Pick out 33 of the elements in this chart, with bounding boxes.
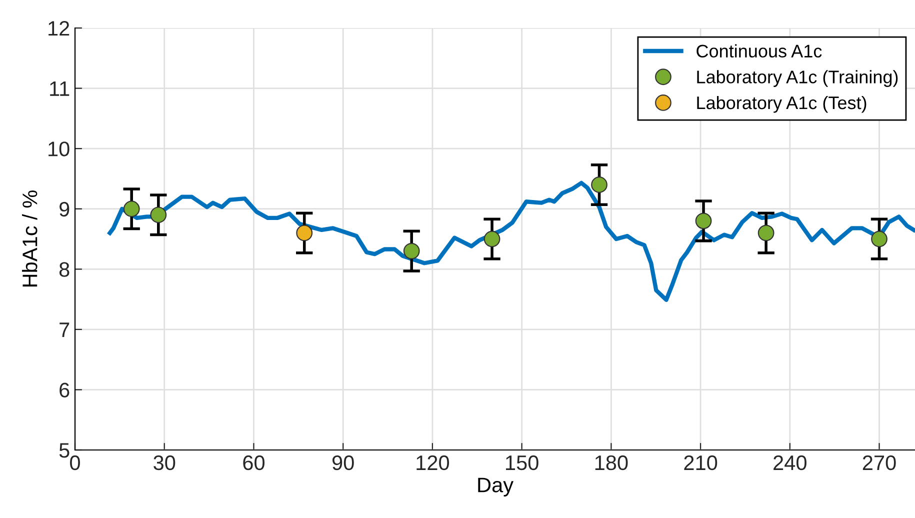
x-tick-label: 30 [154,455,176,470]
point [296,224,313,242]
point [758,224,774,242]
x-tick-label: 150 [506,455,538,470]
y-tick-label: 6 [60,382,70,398]
line-series [108,180,915,302]
y-tick-label: 11 [50,82,70,96]
x-tick-label: 90 [332,455,354,470]
x-tick-label: 60 [243,455,264,470]
legend-label: Continuous A1c [696,44,822,58]
y-tick-label: 7 [60,322,70,337]
point [695,212,712,230]
x-tick-label: 270 [862,455,896,470]
y-tick-label: 8 [59,262,70,277]
y-axis-title: HbA1c / % [22,190,38,286]
x-tick-label: 0 [70,455,80,470]
point [403,242,420,260]
legend-label: Laboratory A1c (Test) [697,96,866,113]
point [123,200,140,218]
x-tick-label: 210 [684,455,718,470]
point [150,206,167,224]
x-tick-label: 120 [416,455,450,470]
point [484,230,500,248]
y-tick-label: 12 [48,21,70,36]
y-tick-label: 5 [59,443,70,458]
point [591,176,608,193]
x-tick-label: 180 [595,455,628,470]
y-tick-label: 10 [48,142,70,156]
point [871,230,888,248]
y-tick-label: 9 [60,202,70,217]
legend-label: Laboratory A1c (Training) [697,70,898,87]
x-axis-title: Day [478,478,514,496]
x-tick-label: 240 [774,455,806,470]
